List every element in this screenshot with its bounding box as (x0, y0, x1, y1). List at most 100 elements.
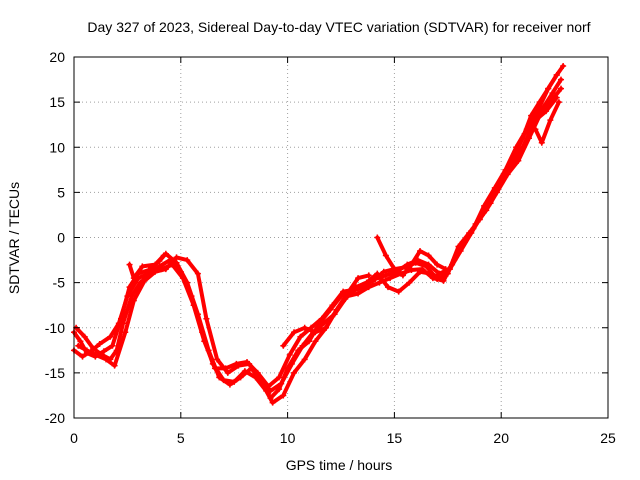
x-tick-label: 0 (70, 430, 78, 446)
data-point (211, 365, 218, 372)
data-point (363, 279, 370, 286)
data-point (267, 387, 274, 394)
data-point (382, 252, 389, 259)
data-point (513, 144, 520, 151)
data-point (553, 72, 560, 79)
data-point (374, 270, 381, 277)
data-point (549, 90, 556, 97)
series-track-5 (280, 272, 372, 349)
data-point (427, 270, 434, 277)
y-tick-label: -10 (45, 320, 65, 336)
data-point (235, 362, 242, 369)
data-point (318, 315, 325, 322)
data-point (470, 225, 477, 232)
data-point (269, 399, 276, 406)
data-point (449, 261, 456, 268)
data-point (312, 338, 319, 345)
data-point (256, 374, 263, 381)
x-tick-label: 5 (177, 430, 185, 446)
data-point (130, 297, 137, 304)
data-point (201, 338, 208, 345)
data-point (333, 306, 340, 313)
data-point (246, 360, 253, 367)
data-point (291, 369, 298, 376)
data-point (491, 184, 498, 191)
chart-title: Day 327 of 2023, Sidereal Day-to-day VTE… (87, 19, 590, 35)
data-point (515, 157, 522, 164)
data-point (75, 342, 82, 349)
axis-ticks: 0 5 10 15 20 25 -20 -15 -10 -5 0 5 10 15 20 (45, 49, 616, 446)
data-point (355, 275, 362, 282)
x-tick-label: 15 (387, 430, 403, 446)
x-tick-label: 10 (280, 430, 296, 446)
data-point (417, 268, 424, 275)
data-point (173, 254, 180, 261)
data-point (547, 117, 554, 124)
data-point (190, 302, 197, 309)
data-point (152, 261, 159, 268)
data-point (374, 234, 381, 241)
y-tick-label: 5 (57, 184, 65, 200)
data-point (288, 360, 295, 367)
data-point (276, 374, 283, 381)
data-point (286, 351, 293, 358)
data-point (231, 378, 238, 385)
data-point (355, 290, 362, 297)
data-point (481, 202, 488, 209)
series-line (533, 100, 561, 145)
data-point (395, 288, 402, 295)
data-point (96, 340, 103, 347)
data-point (365, 272, 372, 279)
data-point (417, 248, 424, 255)
data-point (92, 351, 99, 358)
data-point (329, 302, 336, 309)
data-point (107, 333, 114, 340)
data-point (160, 252, 167, 259)
data-point (387, 275, 394, 282)
data-point (545, 85, 552, 92)
series-track-6 (374, 234, 449, 279)
data-point (399, 272, 406, 279)
series-track-7 (519, 72, 560, 142)
series-track-9 (126, 252, 167, 282)
data-point (241, 368, 248, 375)
data-point (525, 135, 532, 142)
data-point (344, 290, 351, 297)
data-point (179, 275, 186, 282)
data-point (77, 338, 84, 345)
data-point (536, 99, 543, 106)
data-point (384, 284, 391, 291)
series-track-4 (75, 63, 567, 394)
y-tick-label: -5 (53, 275, 66, 291)
data-point (382, 272, 389, 279)
data-point (553, 94, 560, 101)
data-point (380, 268, 387, 275)
data-point (203, 315, 210, 322)
data-point (184, 257, 191, 264)
data-point (438, 275, 445, 282)
data-point (220, 377, 227, 384)
series-line (76, 64, 566, 393)
y-tick-label: 0 (57, 230, 65, 246)
x-axis-label: GPS time / hours (286, 457, 393, 473)
data-point (425, 252, 432, 259)
series-track-8 (532, 99, 562, 146)
data-point (502, 166, 509, 173)
y-tick-label: 10 (49, 139, 65, 155)
data-point (162, 266, 169, 273)
data-point (406, 279, 413, 286)
data-point (320, 320, 327, 327)
data-point (299, 342, 306, 349)
x-tick-label: 25 (600, 430, 616, 446)
series-group (71, 63, 567, 406)
data-point (323, 324, 330, 331)
data-point (391, 266, 398, 273)
y-axis-label: SDTVAR / TECUs (6, 182, 22, 294)
data-point (442, 266, 449, 273)
data-point (81, 333, 88, 340)
data-point (558, 85, 565, 92)
data-point (79, 353, 86, 360)
data-point (519, 135, 526, 142)
y-tick-label: -15 (45, 365, 65, 381)
